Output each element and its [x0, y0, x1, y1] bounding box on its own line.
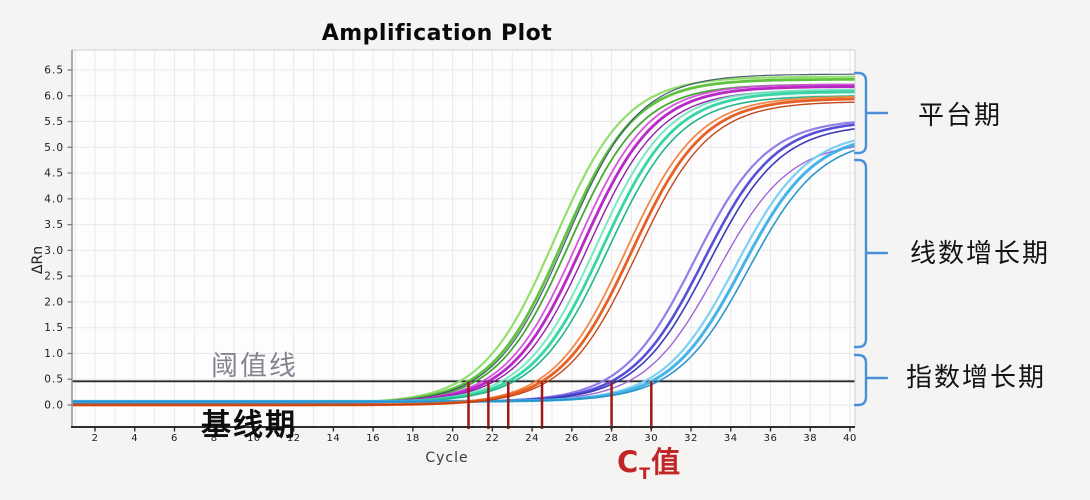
- svg-text:3.0: 3.0: [44, 245, 64, 257]
- threshold-line-label: 阈值线: [211, 351, 298, 382]
- svg-text:4.0: 4.0: [44, 193, 64, 205]
- svg-text:5.0: 5.0: [44, 142, 64, 154]
- svg-text:34: 34: [724, 433, 738, 444]
- svg-text:2: 2: [92, 433, 99, 444]
- svg-text:0.0: 0.0: [44, 400, 64, 412]
- svg-text:5.5: 5.5: [44, 116, 64, 128]
- svg-text:4: 4: [131, 433, 138, 444]
- svg-text:38: 38: [803, 433, 817, 444]
- svg-text:0.5: 0.5: [44, 374, 64, 386]
- svg-text:6.0: 6.0: [44, 90, 64, 102]
- svg-text:1.5: 1.5: [44, 322, 64, 334]
- svg-text:12: 12: [287, 433, 301, 444]
- svg-text:8: 8: [211, 433, 218, 444]
- ct-value-label: CT值: [617, 439, 681, 483]
- svg-text:22: 22: [485, 433, 499, 444]
- svg-text:2.0: 2.0: [44, 296, 64, 308]
- svg-text:14: 14: [327, 433, 341, 444]
- svg-text:32: 32: [684, 433, 698, 444]
- svg-text:30: 30: [644, 433, 658, 444]
- plateau-phase-label: 平台期: [918, 101, 1003, 131]
- svg-text:28: 28: [605, 433, 619, 444]
- svg-text:6: 6: [171, 433, 178, 444]
- svg-text:2.5: 2.5: [44, 271, 64, 283]
- ct-label-subscript: T: [639, 463, 652, 483]
- svg-text:1.0: 1.0: [44, 348, 64, 360]
- svg-text:3.5: 3.5: [44, 219, 64, 231]
- y-axis-label: ΔRn: [30, 245, 46, 275]
- exponential-growth-phase-label: 指数增长期: [906, 363, 1047, 393]
- baseline-phase-label: 基线期: [201, 408, 297, 443]
- svg-text:18: 18: [406, 433, 420, 444]
- svg-text:20: 20: [446, 433, 460, 444]
- svg-text:36: 36: [764, 433, 778, 444]
- svg-text:6.5: 6.5: [44, 64, 64, 76]
- svg-text:16: 16: [366, 433, 380, 444]
- ct-label-c: C: [617, 445, 640, 479]
- ct-label-suffix: 值: [651, 445, 682, 479]
- svg-text:10: 10: [247, 433, 261, 444]
- svg-text:24: 24: [525, 433, 539, 444]
- svg-text:26: 26: [565, 433, 579, 444]
- x-axis-label: Cycle: [425, 450, 469, 466]
- svg-text:40: 40: [843, 433, 857, 444]
- linear-growth-phase-label: 线数增长期: [910, 239, 1051, 269]
- page-title: Amplification Plot: [321, 21, 553, 46]
- svg-text:4.5: 4.5: [44, 168, 64, 180]
